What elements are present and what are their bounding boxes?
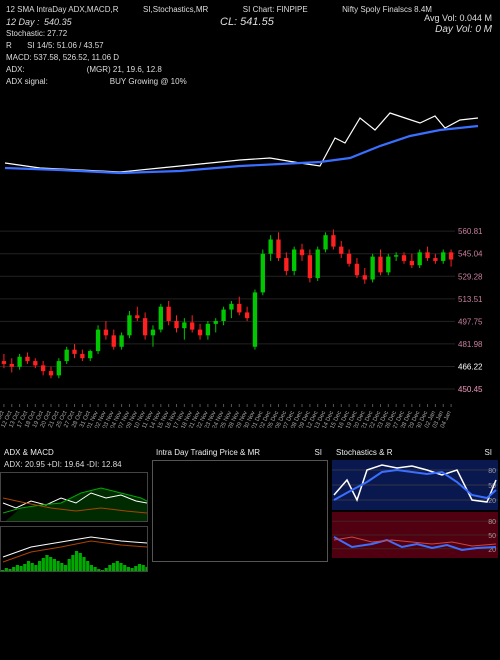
stochastic-panel: Stochastics & RSI205080205080 — [332, 446, 498, 596]
svg-text:481.98: 481.98 — [458, 340, 483, 349]
svg-text:529.28: 529.28 — [458, 272, 483, 281]
svg-text:466.22: 466.22 — [458, 362, 483, 371]
svg-text:80: 80 — [488, 519, 496, 526]
adx-values: ADX: 20.95 +DI: 19.64 -DI: 12.84 — [4, 460, 122, 469]
adx-macd-title: ADX & MACD — [4, 448, 54, 457]
svg-text:513.51: 513.51 — [458, 295, 483, 304]
sma-line-panel — [0, 88, 500, 208]
adxsig-label: ADX signal: — [6, 77, 48, 86]
hdr-c2: SI,Stochastics,MR — [143, 5, 208, 14]
svg-text:545.04: 545.04 — [458, 250, 483, 259]
day-vol: Day Vol: 0 M — [435, 24, 492, 36]
adx-macd-panel: ADX & MACD ADX: 20.95 +DI: 19.64 -DI: 12.… — [0, 446, 148, 596]
hdr-c4: Nifty Spoly Finalscs 8.4M — [342, 5, 432, 14]
stoch-label: Stochastic: — [6, 29, 45, 38]
twelve-day-label: 12 Day : — [6, 17, 40, 27]
svg-text:80: 80 — [488, 468, 496, 475]
macd-val: 537.58, 526.52, 11.06 D — [34, 53, 119, 62]
close-val: CL: 541.55 — [220, 16, 274, 28]
stoch-title: Stochastics & R — [336, 448, 392, 457]
intraday-panel: Intra Day Trading Price & MR SI — [152, 446, 328, 596]
hdr-c1: 12 SMA IntraDay ADX,MACD,R — [6, 5, 118, 14]
twelve-day-val: 540.35 — [44, 17, 72, 27]
svg-text:450.45: 450.45 — [458, 385, 483, 394]
svg-text:560.81: 560.81 — [458, 227, 483, 236]
adxsig-val: BUY Growing @ 10% — [110, 77, 187, 86]
svg-text:497.75: 497.75 — [458, 317, 483, 326]
stoch-val: 27.72 — [47, 29, 67, 38]
stoch-si: SI — [484, 448, 492, 457]
adx-label: ADX: — [6, 65, 25, 74]
adx-val: (MGR) 21, 19.6, 12.8 — [87, 65, 162, 74]
svg-text:20: 20 — [488, 498, 496, 505]
rsi-label: R — [6, 41, 12, 50]
intraday-title: Intra Day Trading Price & MR — [156, 448, 260, 457]
hdr-c3: SI Chart: FINPIPE — [243, 5, 308, 14]
avg-vol: Avg Vol: 0.044 M — [424, 12, 492, 24]
rsi-val: SI 14/5: 51.06 / 43.57 — [27, 41, 104, 50]
macd-label: MACD: — [6, 53, 32, 62]
candlestick-panel: 560.81 545.04 529.28 513.51 497.75 481.98 466.… — [0, 218, 500, 428]
intraday-si: SI — [314, 448, 322, 457]
svg-text:50: 50 — [488, 533, 496, 540]
info-header: 12 SMA IntraDay ADX,MACD,R SI,Stochastic… — [0, 0, 500, 88]
